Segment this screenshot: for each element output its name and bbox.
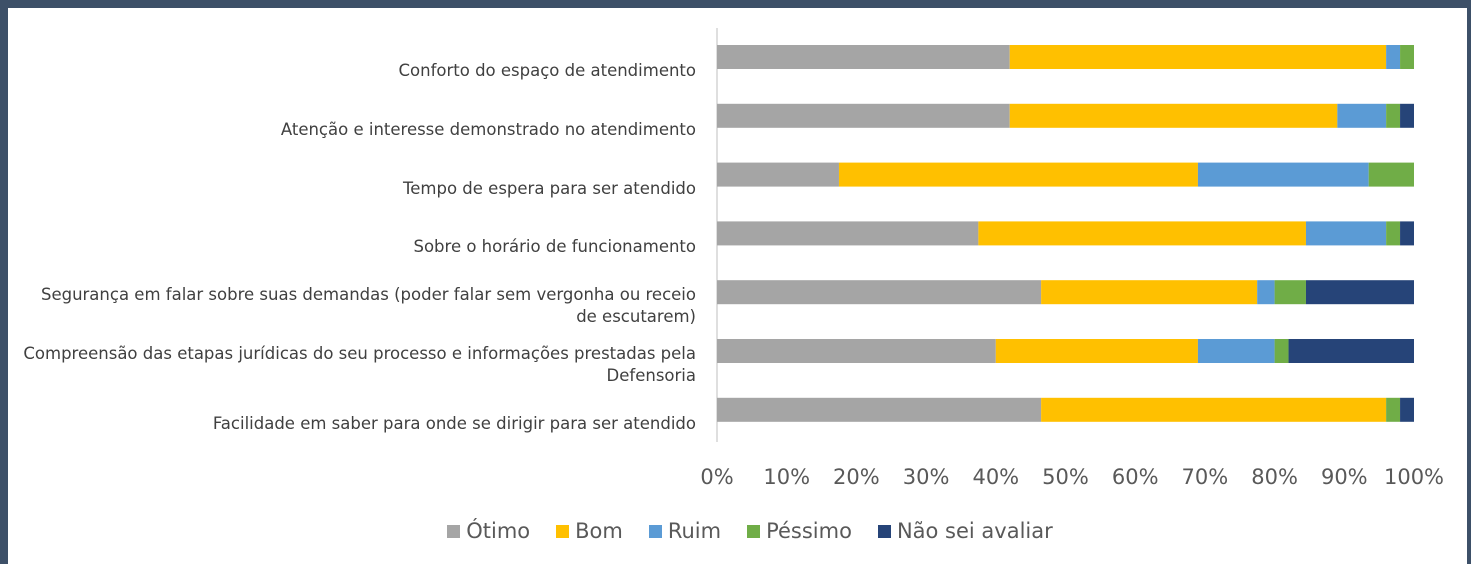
bar-segment [1274,280,1306,305]
bar-segment [1009,103,1338,128]
bar-segment [1386,103,1401,128]
legend-label: Bom [575,519,623,543]
bar-segment [1041,397,1387,422]
category-label: Sobre o horário de funcionamento [413,237,696,257]
bar-segment [1400,45,1414,69]
bar-segment [1288,339,1414,363]
bar-segment [1337,103,1387,128]
x-tick-label: 40% [972,465,1019,489]
category-label: Atenção e interesse demonstrado no atend… [280,119,696,139]
legend-swatch [747,524,761,538]
legend: Ótimo Bom Ruim Péssimo Não sei avaliar [0,519,1471,543]
legend-swatch [648,524,662,538]
category-label: Segurança em falar sobre suas demandas (… [40,285,696,327]
legend-item: Ótimo [447,519,530,543]
bar-segment [1386,397,1401,422]
x-tick-label: 0% [700,465,733,489]
bar-segment [717,221,979,246]
legend-label: Não sei avaliar [896,519,1053,543]
bar-segment [1257,280,1275,305]
category-label: Conforto do espaço de atendimento [398,61,697,80]
bar-segment [1197,162,1369,187]
bar-segment [717,397,1042,422]
x-tick-label: 20% [833,465,880,489]
bar-segment [717,339,996,363]
bar-segment [1274,339,1289,363]
bar-segment [1386,221,1401,246]
legend-swatch [556,524,570,538]
legend-swatch [447,524,461,538]
bar-segment [1386,45,1401,69]
bar-segment [1305,280,1414,305]
bar-segment [717,103,1010,128]
x-tick-label: 10% [763,465,810,489]
bar-segment [1400,221,1414,246]
bar-segment [838,162,1198,187]
bar-segment [995,339,1198,363]
bar-segment [1368,162,1414,187]
bar-segment [717,280,1042,305]
legend-item: Ruim [648,519,722,543]
legend-label: Ruim [667,519,722,543]
bar-segment [1400,397,1414,422]
x-tick-label: 100% [1384,465,1444,489]
x-tick-label: 30% [903,465,950,489]
category-label: Facilidade em saber para onde se dirigir… [212,413,696,433]
bar-segment [1009,45,1387,69]
bar-segment [1197,339,1275,363]
legend-label: Ótimo [466,519,531,543]
legend-label: Péssimo [766,519,852,543]
legend-item: Bom [556,519,623,543]
bar-segment [717,45,1010,69]
x-tick-label: 60% [1112,465,1159,489]
bar-segment [1041,280,1258,305]
bar-segment [978,221,1306,246]
x-tick-label: 80% [1251,465,1298,489]
bar-segment [717,162,839,187]
category-label: Tempo de espera para ser atendido [402,178,696,198]
x-tick-label: 50% [1042,465,1089,489]
legend-item: Não sei avaliar [877,519,1053,543]
x-tick-label: 70% [1182,465,1229,489]
bar-segment [1305,221,1387,246]
legend-item: Péssimo [747,519,852,543]
category-label: Compreensão das etapas jurídicas do seu … [23,344,696,385]
legend-swatch [877,524,891,538]
x-tick-label: 90% [1321,465,1368,489]
bar-segment [1400,103,1414,128]
